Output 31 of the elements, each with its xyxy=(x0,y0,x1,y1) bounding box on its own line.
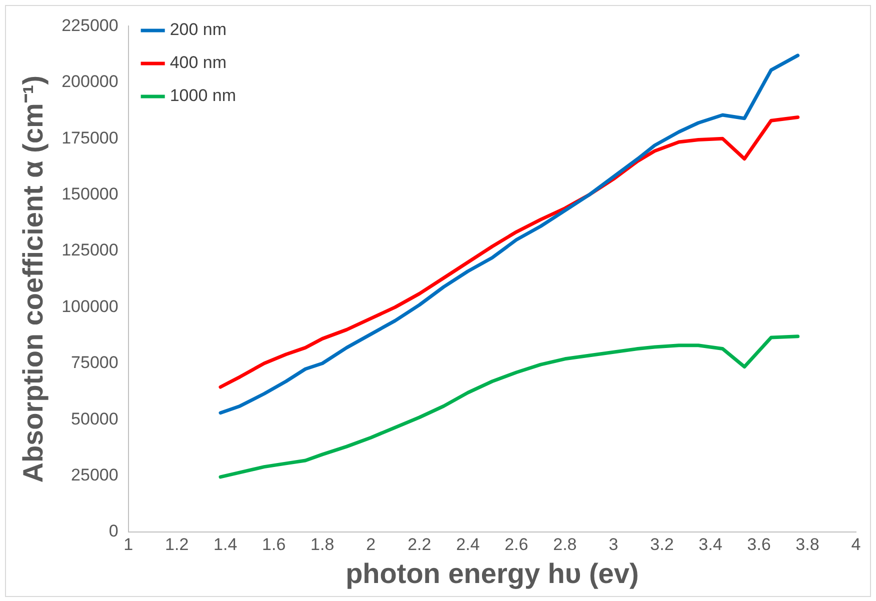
x-tick-label: 2 xyxy=(366,534,376,554)
legend-label: 400 nm xyxy=(170,53,227,72)
y-tick-label: 225000 xyxy=(62,16,118,35)
y-tick-label: 25000 xyxy=(71,465,118,484)
legend-label: 1000 nm xyxy=(170,86,236,106)
x-tick-label: 3.4 xyxy=(698,534,722,554)
x-tick-label: 3.2 xyxy=(650,534,674,554)
x-tick-label: 3.8 xyxy=(796,534,820,554)
x-tick-label: 2.2 xyxy=(408,534,432,554)
x-axis-title: photon energy hυ (ev) xyxy=(346,558,639,589)
y-tick-label: 50000 xyxy=(71,409,118,428)
x-tick-label: 1.4 xyxy=(214,534,238,554)
x-tick-label: 2.4 xyxy=(456,534,480,554)
y-tick-label: 75000 xyxy=(71,353,118,372)
x-tick-label: 1.2 xyxy=(165,534,189,554)
x-tick-label: 2.8 xyxy=(553,534,577,554)
x-tick-label: 2.6 xyxy=(504,534,528,554)
legend-label: 200 nm xyxy=(170,20,227,40)
y-tick-label: 0 xyxy=(108,522,118,541)
x-tick-label: 1.6 xyxy=(262,534,286,554)
y-tick-label: 200000 xyxy=(62,72,118,92)
y-tick-label: 175000 xyxy=(62,128,118,148)
x-tick-label: 3.6 xyxy=(747,534,771,554)
y-tick-label: 100000 xyxy=(62,296,118,316)
y-tick-label: 125000 xyxy=(62,240,118,260)
x-tick-label: 1.8 xyxy=(310,534,334,554)
x-tick-label: 3 xyxy=(608,534,618,554)
x-tick-label: 4 xyxy=(851,534,861,554)
y-tick-label: 150000 xyxy=(62,184,118,204)
x-tick-label: 1 xyxy=(124,534,134,554)
y-axis-title: Absorption coefficient α (cm⁻¹) xyxy=(18,75,49,483)
